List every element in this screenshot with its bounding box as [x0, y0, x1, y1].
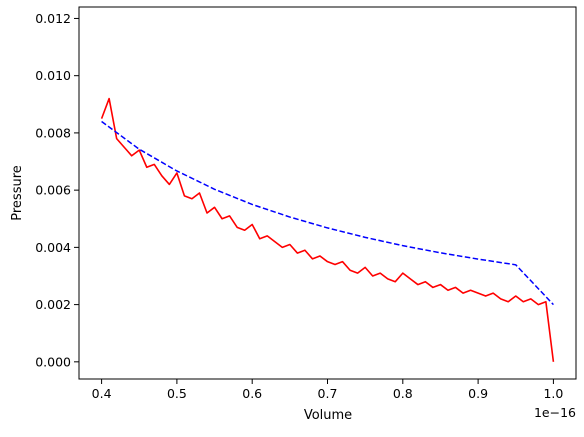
x-axis-label: Volume	[304, 408, 352, 423]
fit-curve-line	[101, 120, 554, 306]
y-axis-label: Pressure	[10, 165, 25, 221]
y-tick-label: 0.004	[35, 240, 71, 255]
y-tick-label: 0.000	[35, 354, 71, 369]
x-tick-label: 0.6	[242, 386, 262, 401]
x-tick-label: 1.0	[543, 386, 563, 401]
y-axis-ticks: 0.000 0.002 0.004 0.006 0.008 0.010 0.012	[35, 11, 79, 369]
series-layer	[100, 97, 555, 362]
y-tick-label: 0.010	[35, 68, 71, 83]
x-tick-label: 0.5	[167, 386, 187, 401]
x-tick-label: 0.9	[468, 386, 488, 401]
x-tick-label: 0.8	[393, 386, 413, 401]
y-tick-label: 0.012	[35, 11, 71, 26]
y-tick-label: 0.008	[35, 125, 71, 140]
y-tick-label: 0.006	[35, 183, 71, 198]
x-tick-label: 0.4	[92, 386, 112, 401]
x-offset-text: 1e−16	[534, 405, 576, 420]
x-tick-label: 0.7	[318, 386, 338, 401]
y-tick-label: 0.002	[35, 297, 71, 312]
x-axis-ticks: 0.4 0.5 0.6 0.7 0.8 0.9 1.0	[92, 379, 563, 401]
pressure-data-line	[100, 97, 555, 362]
